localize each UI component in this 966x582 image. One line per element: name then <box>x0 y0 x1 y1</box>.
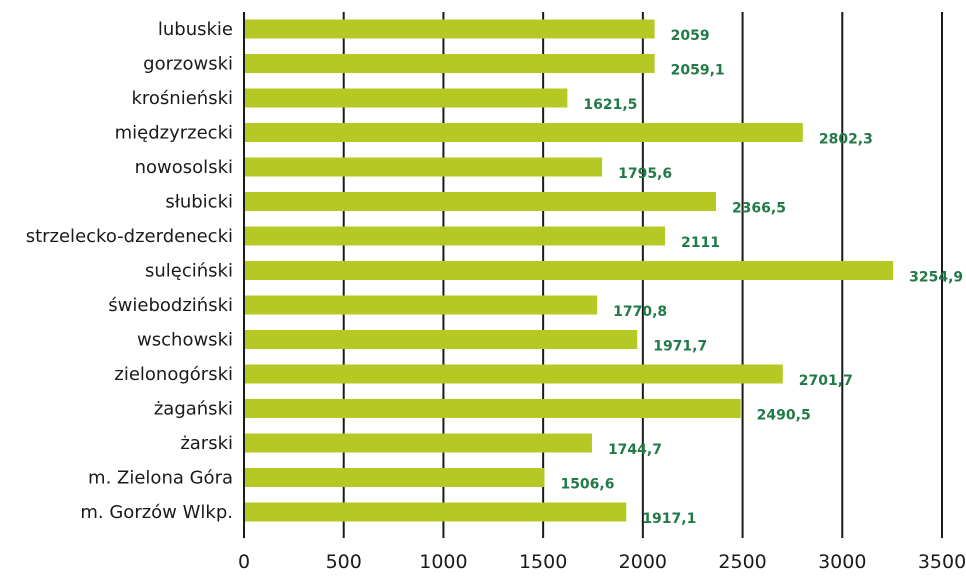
category-label: gorzowski <box>143 54 233 75</box>
category-label: wschowski <box>137 330 233 351</box>
category-label: międzyrzecki <box>115 123 233 144</box>
bars <box>244 19 894 522</box>
tick-label: 3000 <box>818 551 866 573</box>
tick-label: 0 <box>238 551 250 573</box>
tick-label: 2500 <box>718 551 766 573</box>
data-label: 1506,6 <box>560 477 614 493</box>
category-label: krośnieński <box>131 88 233 109</box>
data-label: 1770,8 <box>613 304 667 320</box>
category-labels: lubuskie gorzowski krośnieński międzyrzecki… <box>26 19 233 523</box>
category-label: m. Gorzów Wlkp. <box>80 502 233 523</box>
tick-label: 500 <box>326 551 362 573</box>
category-label: zielonogórski <box>114 364 233 385</box>
category-label: żagański <box>154 399 233 420</box>
category-label: nowosolski <box>135 157 233 178</box>
data-label: 2802,3 <box>819 132 873 148</box>
bar <box>244 19 655 39</box>
data-label: 1917,1 <box>642 511 696 527</box>
tick-label: 2000 <box>619 551 667 573</box>
data-label: 2059 <box>671 28 710 44</box>
category-label: m. Zielona Góra <box>88 468 233 489</box>
bar <box>244 123 803 142</box>
data-label: 2059,1 <box>671 63 725 79</box>
bar <box>244 88 568 108</box>
bar <box>244 157 603 177</box>
bar <box>244 399 741 418</box>
tick-label: 1500 <box>519 551 567 573</box>
data-label: 1971,7 <box>653 339 707 355</box>
category-label: sulęciński <box>145 261 233 282</box>
data-label: 3254,9 <box>909 270 963 286</box>
data-label: 1621,5 <box>583 97 637 113</box>
data-label: 2490,5 <box>757 408 811 424</box>
bar <box>244 226 665 246</box>
category-label: słubicki <box>165 192 233 213</box>
bar <box>244 192 716 211</box>
category-label: strzelecko-dzerdenecki <box>26 226 233 247</box>
bar <box>244 261 894 280</box>
category-label: lubuskie <box>158 19 233 40</box>
category-label: świebodziński <box>108 295 233 316</box>
data-label: 1795,6 <box>618 166 672 182</box>
bar <box>244 330 638 349</box>
bar <box>244 433 592 453</box>
data-label: 1744,7 <box>608 442 662 458</box>
bar <box>244 54 655 73</box>
bar <box>244 295 598 315</box>
value-labels: 2059 2059,1 1621,5 2802,3 1795,6 2366,5 2111 32… <box>560 28 963 527</box>
bar <box>244 502 627 522</box>
data-label: 2701,7 <box>799 373 853 389</box>
tick-label: 1000 <box>419 551 467 573</box>
tick-label: 3500 <box>918 551 966 573</box>
data-label: 2111 <box>681 235 720 251</box>
tick-labels: 0 500 1000 1500 2000 2500 3000 3500 <box>238 551 966 573</box>
bar <box>244 364 783 384</box>
bar <box>244 468 545 487</box>
category-label: żarski <box>180 433 233 454</box>
data-label: 2366,5 <box>732 201 786 217</box>
